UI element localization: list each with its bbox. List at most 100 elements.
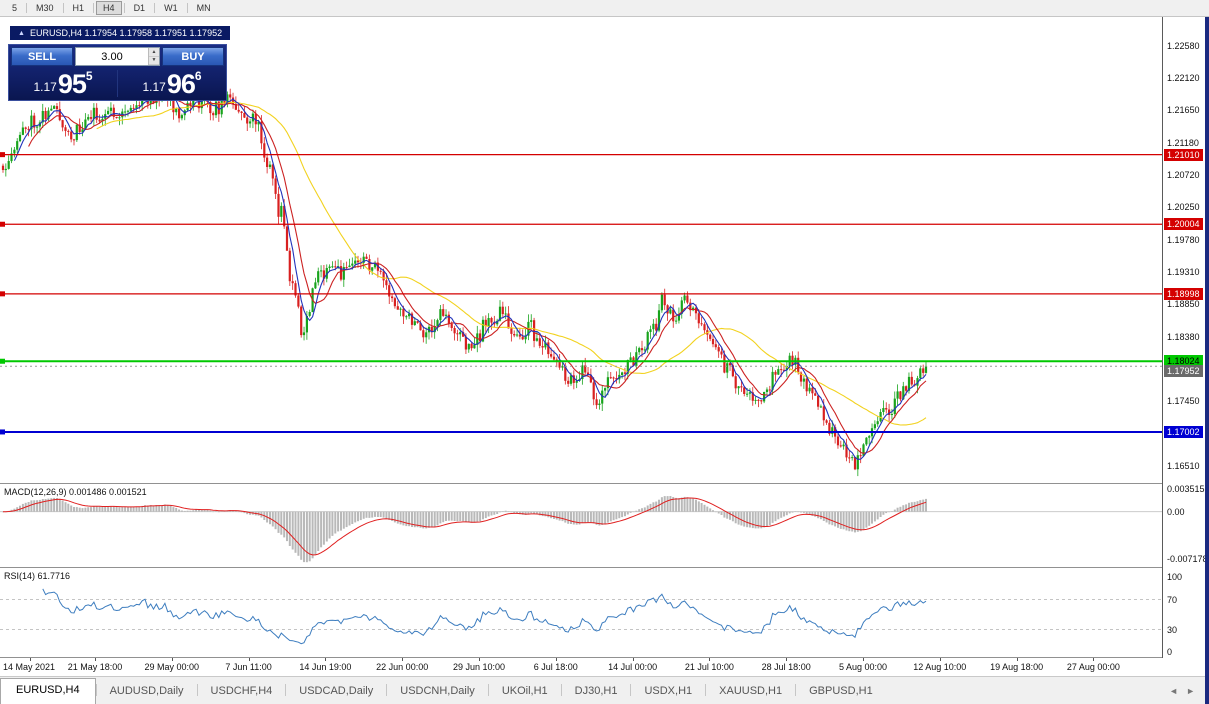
rsi-line [42,588,927,645]
macd-panel[interactable] [0,484,1162,567]
toolbar-separator [154,3,156,13]
tab-scroll-right-icon[interactable]: ► [1186,686,1195,696]
time-axis-tick [30,658,31,661]
price-axis-label: 1.19780 [1167,235,1200,245]
time-axis-tick [632,658,634,661]
timeframe-button-w1[interactable]: W1 [164,3,178,13]
tab-separator [196,684,198,696]
price-axis-label: 1.22580 [1167,41,1200,51]
time-axis-label: 7 Jun 11:00 [225,662,272,672]
tab-dj30-h1[interactable]: DJ30,H1 [574,685,618,697]
time-axis-tick [248,658,250,661]
panel-separator [0,657,1209,658]
buy-price-big: 96 [166,69,196,99]
tab-xauusd-h1[interactable]: XAUUSD,H1 [719,685,783,697]
tab-eurusd-h4[interactable]: EURUSD,H4 [0,678,96,704]
volume-spinner: ▲ ▼ [148,48,159,65]
panel-separator[interactable] [0,567,1209,568]
tab-usdx-h1[interactable]: USDX,H1 [644,685,693,697]
timeframe-button-d1[interactable]: D1 [133,3,146,13]
time-axis-label: 6 Jul 18:00 [533,662,578,672]
tab-usdcnh-daily[interactable]: USDCNH,Daily [400,685,475,697]
bid-price-label: 1.17952 [1164,365,1203,377]
tab-audusd-daily[interactable]: AUDUSD,Daily [109,685,184,697]
one-click-trading-panel: SELL 3.00 ▲ ▼ BUY 1.17 95 5 1.17 96 6 [8,44,227,101]
sell-price[interactable]: 1.17 95 5 [9,67,117,100]
price-axis-label: 1.18850 [1167,299,1200,309]
price-axis-label: 1.21650 [1167,105,1200,115]
rsi-panel[interactable] [0,568,1162,657]
price-scale[interactable]: 1.22580 1.22120 1.21650 1.21180 1.20720 1.202… [1162,17,1208,658]
tab-separator [487,684,489,696]
buy-button[interactable]: BUY [162,47,224,66]
time-axis-tick [555,658,557,661]
macd-axis-label: 0.00 [1167,507,1185,517]
chart-tab-bar: EURUSD,H4 AUDUSD,Daily USDCHF,H4 USDCAD,Dai… [0,676,1209,704]
time-axis-label: 19 Aug 18:00 [990,662,1044,672]
collapse-icon[interactable]: ▲ [18,29,25,37]
trade-prices-row: 1.17 95 5 1.17 96 6 [9,67,226,100]
volume-input[interactable]: 3.00 ▲ ▼ [75,47,160,66]
time-axis-tick [479,658,480,661]
tab-separator [795,684,797,696]
chart-tabs: EURUSD,H4 AUDUSD,Daily USDCHF,H4 USDCAD,Dai… [0,678,886,704]
tab-separator [95,684,97,696]
rsi-axis-label: 70 [1167,595,1178,605]
toolbar-separator [186,3,188,13]
tab-usdchf-h4[interactable]: USDCHF,H4 [210,685,273,697]
buy-price-prefix: 1.17 [142,80,166,94]
time-axis-tick [325,658,327,661]
time-axis[interactable]: 14 May 2021 21 May 18:00 29 May 00:00 7 Jun… [0,658,1162,676]
time-axis-label: 27 Aug 00:00 [1066,662,1120,672]
tab-gbpusd-h1[interactable]: GBPUSD,H1 [809,685,873,697]
time-axis-label: 28 Jul 18:00 [761,662,811,672]
sell-price-prefix: 1.17 [33,80,57,94]
time-axis-tick [863,658,864,661]
timeframe-button-m30[interactable]: M30 [36,3,54,13]
buy-price[interactable]: 1.17 96 6 [118,67,226,100]
line-price-label: 1.20004 [1164,218,1203,230]
timeframe-button-h1[interactable]: H1 [72,3,85,13]
rsi-axis-label: 0 [1167,647,1173,657]
time-axis-label: 21 Jul 10:00 [684,662,734,672]
spinner-up-icon[interactable]: ▲ [149,48,159,57]
tab-separator [386,684,388,696]
time-axis-label: 12 Aug 10:00 [913,662,967,672]
tab-scroll-arrows: ◄ ► [1169,686,1209,704]
sell-button[interactable]: SELL [11,47,73,66]
spinner-down-icon[interactable]: ▼ [149,56,159,65]
tab-usdcad-daily[interactable]: USDCAD,Daily [299,685,374,697]
tab-scroll-left-icon[interactable]: ◄ [1169,686,1179,696]
sell-price-big: 95 [57,69,87,99]
price-axis-label: 1.19310 [1167,267,1200,277]
toolbar-separator [26,3,28,13]
macd-axis-label: 0.003515 [1167,484,1205,494]
rsi-axis-label: 100 [1167,572,1183,582]
timeframe-toolbar: 5 M30 H1 H4 D1 W1 MN [0,0,1209,17]
tab-separator [705,684,707,696]
macd-indicator-label: MACD(12,26,9) 0.001486 0.001521 [4,487,147,497]
chart-title: EURUSD,H4 1.17954 1.17958 1.17951 1.1795… [29,28,223,38]
price-axis-label: 1.17450 [1167,396,1200,406]
timeframe-button-h4[interactable]: H4 [96,1,122,15]
panel-separator[interactable] [0,483,1209,484]
moving-average-10 [28,95,927,454]
trade-controls-row: SELL 3.00 ▲ ▼ BUY [9,45,226,67]
time-axis-label: 21 May 18:00 [67,662,123,672]
moving-average-5 [13,93,927,460]
tab-ukoil-h1[interactable]: UKOil,H1 [501,685,548,697]
time-axis-tick [1016,658,1018,661]
time-axis-label: 29 Jun 10:00 [452,662,506,672]
chart-title-bar[interactable]: ▲ EURUSD,H4 1.17954 1.17958 1.17951 1.17… [10,26,231,40]
time-axis-label: 14 Jun 19:00 [299,662,352,672]
time-axis-label: 22 Jun 00:00 [376,662,429,672]
tab-separator [285,684,287,696]
time-axis-label: 14 Jul 00:00 [608,662,658,672]
price-axis-label: 1.20250 [1167,202,1200,212]
volume-value[interactable]: 3.00 [101,50,123,63]
toolbar-separator [123,3,125,13]
toolbar-separator [93,3,95,13]
timeframe-button-5[interactable]: 5 [12,3,18,13]
moving-average-34 [96,101,927,426]
timeframe-button-mn[interactable]: MN [196,3,211,13]
